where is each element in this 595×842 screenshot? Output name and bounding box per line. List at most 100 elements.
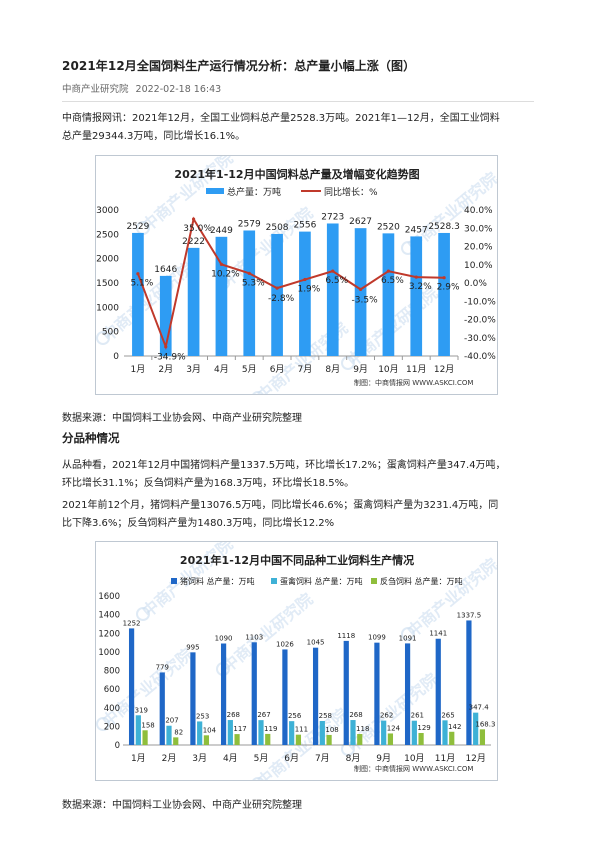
- chart1-bar: [215, 236, 228, 356]
- article-source[interactable]: 中商产业研究院: [62, 84, 129, 95]
- chart1-growth-point: [303, 277, 307, 282]
- chart1-bar: [326, 223, 339, 356]
- chart2-bar: [404, 643, 411, 745]
- chart2-bar: [251, 642, 257, 745]
- chart2-bar: [350, 720, 356, 745]
- chart1-bar-label: 2449: [210, 226, 233, 236]
- chart1-x-tick: 2月: [158, 364, 173, 375]
- chart2-bar-label: 1141: [429, 630, 447, 638]
- chart2-bar: [387, 733, 394, 745]
- chart1-x-tick: 11月: [406, 364, 426, 375]
- chart2-y-tick: 600: [104, 685, 120, 695]
- chart2-bar: [282, 649, 288, 745]
- chart2-bar: [479, 729, 486, 745]
- chart1-x-tick: 10月: [378, 364, 398, 375]
- chart2-bar-label: 267: [257, 711, 270, 719]
- chart1-bar: [271, 233, 283, 356]
- chart1-right-tick: -40.0%: [464, 352, 496, 362]
- chart2-x-tick: 3月: [192, 753, 207, 764]
- variety-line-2: 环比增长31.1%；反刍饲料产量为168.3万吨，环比增长18.5%。: [62, 478, 355, 489]
- title-divider: [62, 101, 534, 102]
- chart2-bar: [411, 720, 417, 745]
- chart2-bar: [265, 733, 271, 745]
- chart2-y-tick: 400: [104, 704, 120, 714]
- watermark-logo-icon: [341, 356, 355, 370]
- chart2-bar-label: 268: [227, 711, 240, 719]
- watermark-logo-icon: [252, 777, 264, 780]
- chart2-bar: [442, 720, 448, 745]
- annual-paragraph: 2021年前12个月，猪饲料产量13076.5万吨，同比增长46.6%；蛋禽饲料…: [62, 497, 538, 533]
- watermark-logo-icon: [136, 607, 150, 621]
- chart1-growth-point: [275, 286, 279, 290]
- chart1-growth-point: [414, 275, 418, 279]
- chart2-legend-swatch: [171, 578, 177, 584]
- chart2-title: 2021年1-12月中国不同品种工业饲料生产情况: [180, 553, 414, 567]
- chart1-left-tick: 2000: [96, 255, 119, 265]
- chart1-growth-label: 2.9%: [437, 283, 460, 293]
- chart1-growth-point: [136, 272, 140, 276]
- chart2-x-tick: 11月: [435, 753, 455, 764]
- chart2-bar: [289, 721, 295, 745]
- chart1-right-tick: -30.0%: [464, 334, 496, 344]
- chart2-bar-label: 124: [387, 724, 401, 732]
- intro-line-2: 总产量29344.3万吨，同比增长16.1%。: [62, 131, 246, 142]
- chart2-bar-label: 1045: [307, 639, 325, 647]
- chart1-growth-point: [219, 262, 224, 266]
- chart1-bar-label: 2529: [126, 222, 149, 232]
- chart1-legend-bar-swatch: [206, 188, 224, 194]
- chart2-bar-label: 1090: [215, 634, 233, 642]
- chart1-x-tick: 12月: [434, 364, 454, 375]
- chart1-right-tick: -20.0%: [464, 316, 496, 326]
- chart2-bar: [159, 672, 165, 745]
- chart1-bar: [187, 247, 200, 356]
- chart1-growth-label: 5.3%: [242, 278, 265, 288]
- chart2-bar: [203, 735, 210, 745]
- intro-paragraph: 中商情报网讯：2021年12月，全国工业饲料总产量2528.3万吨。2021年1…: [62, 110, 538, 146]
- chart1-growth-label: 5.1%: [130, 279, 153, 289]
- chart2-x-tick: 7月: [315, 753, 330, 764]
- chart2-bar: [190, 652, 196, 745]
- chart2-x-tick: 8月: [346, 753, 361, 764]
- annual-line-1: 2021年前12个月，猪饲料产量13076.5万吨，同比增长46.6%；蛋禽饲料…: [62, 500, 499, 511]
- chart1-right-tick: 10.0%: [464, 261, 493, 271]
- chart2-legend-swatch: [371, 578, 377, 584]
- chart2-x-tick: 6月: [284, 753, 299, 764]
- chart1-growth-label: -3.5%: [352, 295, 379, 305]
- chart1-credit: 制图：中商情报网 WWW.ASKCI.COM: [354, 378, 473, 387]
- chart1-bar-label: 1646: [154, 265, 177, 275]
- chart2-x-tick: 2月: [162, 753, 177, 764]
- chart2-bar: [466, 620, 472, 745]
- chart2-bar-label: 117: [233, 725, 246, 733]
- chart2-legend-swatch: [271, 578, 277, 584]
- chart2-bar: [173, 737, 179, 745]
- chart1-bar: [382, 233, 395, 356]
- chart2-x-tick: 5月: [254, 753, 269, 764]
- chart1-bar-label: 2222: [182, 237, 205, 247]
- chart2-bar: [135, 715, 141, 745]
- chart2-bar: [258, 720, 264, 745]
- chart1-left-tick: 0: [113, 352, 119, 362]
- chart2-bar: [312, 647, 319, 745]
- chart1-right-tick: -10.0%: [464, 297, 496, 307]
- chart2-bar-label: 319: [135, 706, 148, 714]
- chart2-x-tick: 10月: [404, 753, 424, 764]
- chart1-legend-bar-label: 总产量：万吨: [227, 186, 281, 198]
- chart1-growth-label: 35.0%: [183, 224, 212, 234]
- section-title: 分品种情况: [62, 431, 120, 445]
- article-title: 2021年12月全国饲料生产运行情况分析：总产量小幅上涨（图）: [62, 59, 416, 73]
- chart2-y-tick: 800: [104, 667, 120, 677]
- chart2-bar-label: 108: [325, 726, 338, 734]
- chart2-y-tick: 1200: [98, 629, 120, 639]
- chart1-left-tick: 1500: [96, 279, 119, 289]
- chart1-growth-point: [358, 287, 363, 291]
- chart2-bar: [435, 638, 441, 745]
- chart2-bar: [128, 628, 135, 745]
- chart2-bar-label: 1337.5: [457, 611, 482, 619]
- chart1-bar-label: 2627: [349, 217, 372, 227]
- chart2-bar: [343, 640, 349, 745]
- chart1-bar-label: 2457: [405, 225, 428, 235]
- chart2-y-tick: 200: [104, 722, 120, 732]
- chart1-bar-label: 2520: [377, 222, 400, 232]
- chart2-bar-label: 258: [319, 712, 332, 720]
- chart2-bar-label: 168.3: [475, 720, 495, 728]
